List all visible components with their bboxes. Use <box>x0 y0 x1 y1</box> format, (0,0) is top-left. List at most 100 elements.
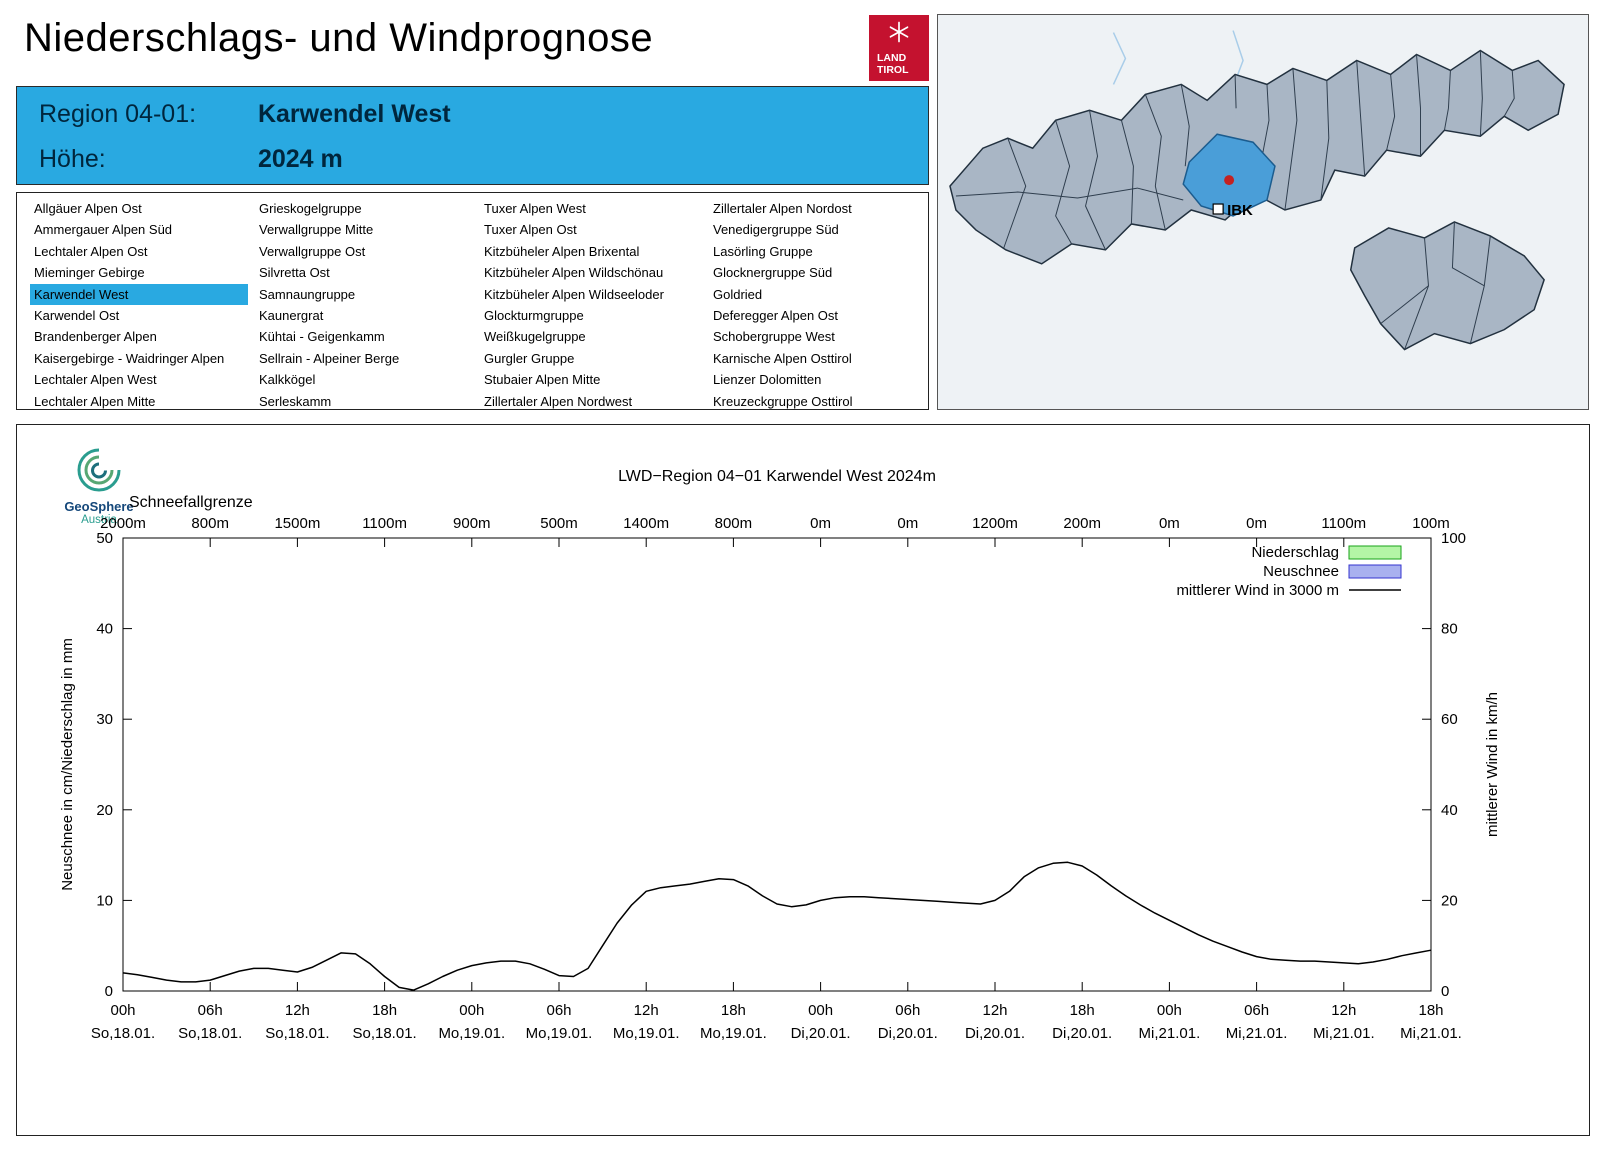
x-date-label: Mi,21.01. <box>1400 1025 1462 1042</box>
x-hour-label: 06h <box>1244 1002 1269 1019</box>
region-list-item[interactable]: Karwendel Ost <box>34 307 120 323</box>
snowline-axis-label: Schneefallgrenze <box>129 494 253 511</box>
region-list-item[interactable]: Venedigergruppe Süd <box>713 222 839 238</box>
region-list-item[interactable]: Kreuzeckgruppe Osttirol <box>713 393 853 409</box>
city-dot-marker <box>1224 175 1235 186</box>
x-hour-label: 06h <box>895 1002 920 1019</box>
region-list-item[interactable]: Verwallgruppe Mitte <box>259 222 374 238</box>
map-regions[interactable] <box>949 49 1565 351</box>
region-list-item[interactable]: Sellrain - Alpeiner Berge <box>259 350 400 366</box>
map-marker-label: IBK <box>1227 202 1253 219</box>
altitude-label: Höhe: <box>39 145 106 173</box>
x-hour-label: 00h <box>1157 1002 1182 1019</box>
y-right-tick-label: 60 <box>1441 711 1458 728</box>
x-hour-label: 18h <box>372 1002 397 1019</box>
x-date-label: Di,20.01. <box>965 1025 1025 1042</box>
region-list-item[interactable]: Kitzbüheler Alpen Wildschönau <box>484 265 664 281</box>
x-hour-label: 00h <box>110 1002 135 1019</box>
region-list-item[interactable]: Gurgler Gruppe <box>484 350 575 366</box>
legend-label: Neuschnee <box>1263 563 1339 580</box>
snowline-value: 2000m <box>100 515 146 532</box>
geosphere-logo: GeoSphere Austria <box>51 445 147 528</box>
snowline-value: 200m <box>1063 515 1101 532</box>
x-date-label: So,18.01. <box>352 1025 416 1042</box>
region-list-item[interactable]: Tuxer Alpen Ost <box>484 222 577 238</box>
forecast-chart-svg: 0 10 20 30 40 50 0 20 40 60 80 100 00h So,18.01. 2000m… <box>59 468 1501 1042</box>
region-list-item[interactable]: Zillertaler Alpen Nordwest <box>484 393 633 409</box>
region-list-item[interactable]: Lechtaler Alpen Mitte <box>34 393 156 409</box>
snowline-value: 1100m <box>1321 515 1366 532</box>
x-date-label: So,18.01. <box>265 1025 329 1042</box>
region-list-item[interactable]: Allgäuer Alpen Ost <box>34 201 142 216</box>
snowline-value: 800m <box>715 515 753 532</box>
y-right-axis-label: mittlerer Wind in km/h <box>1484 692 1501 837</box>
y-right-tick-label: 0 <box>1441 983 1449 1000</box>
y-right-tick-label: 20 <box>1441 892 1458 909</box>
x-date-label: Mi,21.01. <box>1313 1025 1375 1042</box>
region-list-item[interactable]: Kaisergebirge - Waidringer Alpen <box>34 350 225 366</box>
region-list-item[interactable]: Goldried <box>713 286 763 302</box>
region-list-item[interactable]: Kalkkögel <box>259 372 316 388</box>
region-label: Region 04-01: <box>39 100 197 128</box>
y-left-tick-label: 10 <box>96 892 113 909</box>
region-list: Allgäuer Alpen Ost Ammergauer Alpen Süd Le… <box>16 192 929 410</box>
region-list-item[interactable]: Kitzbüheler Alpen Brixental <box>484 243 640 259</box>
region-list-item[interactable]: Kitzbüheler Alpen Wildseeloder <box>484 286 664 302</box>
region-list-item[interactable]: Glockturmgruppe <box>484 307 584 323</box>
region-list-item[interactable]: Lechtaler Alpen West <box>34 372 157 388</box>
region-list-item[interactable]: Deferegger Alpen Ost <box>713 307 839 323</box>
region-list-item[interactable]: Brandenberger Alpen <box>34 329 157 345</box>
x-hour-label: 18h <box>1418 1002 1443 1019</box>
region-list-item[interactable]: Zillertaler Alpen Nordost <box>713 201 852 216</box>
region-list-column: Zillertaler Alpen Nordost Venedigergruppe… <box>713 198 852 412</box>
snowflake-icon <box>888 21 910 48</box>
east-tirol-shape[interactable] <box>1349 221 1545 351</box>
x-date-label: Mi,21.01. <box>1226 1025 1288 1042</box>
region-list-item[interactable]: Schobergruppe West <box>713 329 835 345</box>
region-list-item[interactable]: Lechtaler Alpen Ost <box>34 243 148 259</box>
region-list-item[interactable]: Lasörling Gruppe <box>713 243 813 259</box>
region-list-item[interactable]: Tuxer Alpen West <box>484 201 586 216</box>
x-date-label: So,18.01. <box>178 1025 242 1042</box>
y-left-tick-label: 40 <box>96 621 113 638</box>
legend-swatch <box>1348 564 1402 579</box>
region-list-item[interactable]: Kaunergrat <box>259 307 324 323</box>
snowline-value: 0m <box>1159 515 1180 532</box>
y-left-tick-label: 20 <box>96 802 113 819</box>
region-list-item[interactable]: Lienzer Dolomitten <box>713 372 822 388</box>
x-date-label: Di,20.01. <box>791 1025 851 1042</box>
snowline-value: 0m <box>810 515 831 532</box>
region-list-item[interactable]: Karnische Alpen Osttirol <box>713 350 852 366</box>
x-date-label: Mo,19.01. <box>613 1025 680 1042</box>
y-left-tick-label: 50 <box>96 530 113 547</box>
snowline-value: 1200m <box>972 515 1018 532</box>
x-date-label: Mi,21.01. <box>1139 1025 1201 1042</box>
region-list-item[interactable]: Weißkugelgruppe <box>484 329 586 345</box>
region-list-item[interactable]: Serleskamm <box>259 393 332 409</box>
region-list-item[interactable]: Kühtai - Geigenkamm <box>259 329 385 345</box>
legend-label: mittlerer Wind in 3000 m <box>1176 582 1339 599</box>
region-list-item[interactable]: Silvretta Ost <box>259 265 330 281</box>
region-list-item[interactable]: Karwendel West <box>30 283 248 305</box>
x-hour-label: 12h <box>634 1002 659 1019</box>
y-left-tick-label: 30 <box>96 711 113 728</box>
region-list-column: Allgäuer Alpen Ost Ammergauer Alpen Süd Le… <box>30 198 248 412</box>
x-date-label: So,18.01. <box>91 1025 155 1042</box>
snowline-value: 0m <box>1246 515 1267 532</box>
y-left-axis-label: Neuschnee in cm/Niederschlag in mm <box>59 638 76 891</box>
region-list-item[interactable]: Grieskogelgruppe <box>259 201 362 216</box>
region-list-item[interactable]: Mieminger Gebirge <box>34 265 145 281</box>
region-list-item[interactable]: Ammergauer Alpen Süd <box>34 222 173 238</box>
region-list-item[interactable]: Stubaier Alpen Mitte <box>484 372 601 388</box>
region-value: Karwendel West <box>257 100 451 128</box>
region-list-item[interactable]: Samnaungruppe <box>259 286 356 302</box>
geosphere-sub: Austria <box>81 514 117 527</box>
region-list-column: Grieskogelgruppe Verwallgruppe Mitte Verwa… <box>259 198 399 412</box>
forecast-chart-panel: GeoSphere Austria 0 10 20 30 40 50 0 20 40 60 80 10… <box>16 424 1590 1136</box>
land-tirol-logo-text: LAND TIROL <box>877 51 909 76</box>
tirol-overview-map[interactable]: IBK <box>937 14 1589 410</box>
region-list-item[interactable]: Verwallgruppe Ost <box>259 243 366 259</box>
region-list-item[interactable]: Glocknergruppe Süd <box>713 265 833 281</box>
region-header: Region 04-01: Karwendel West Höhe: 2024 … <box>16 86 929 185</box>
